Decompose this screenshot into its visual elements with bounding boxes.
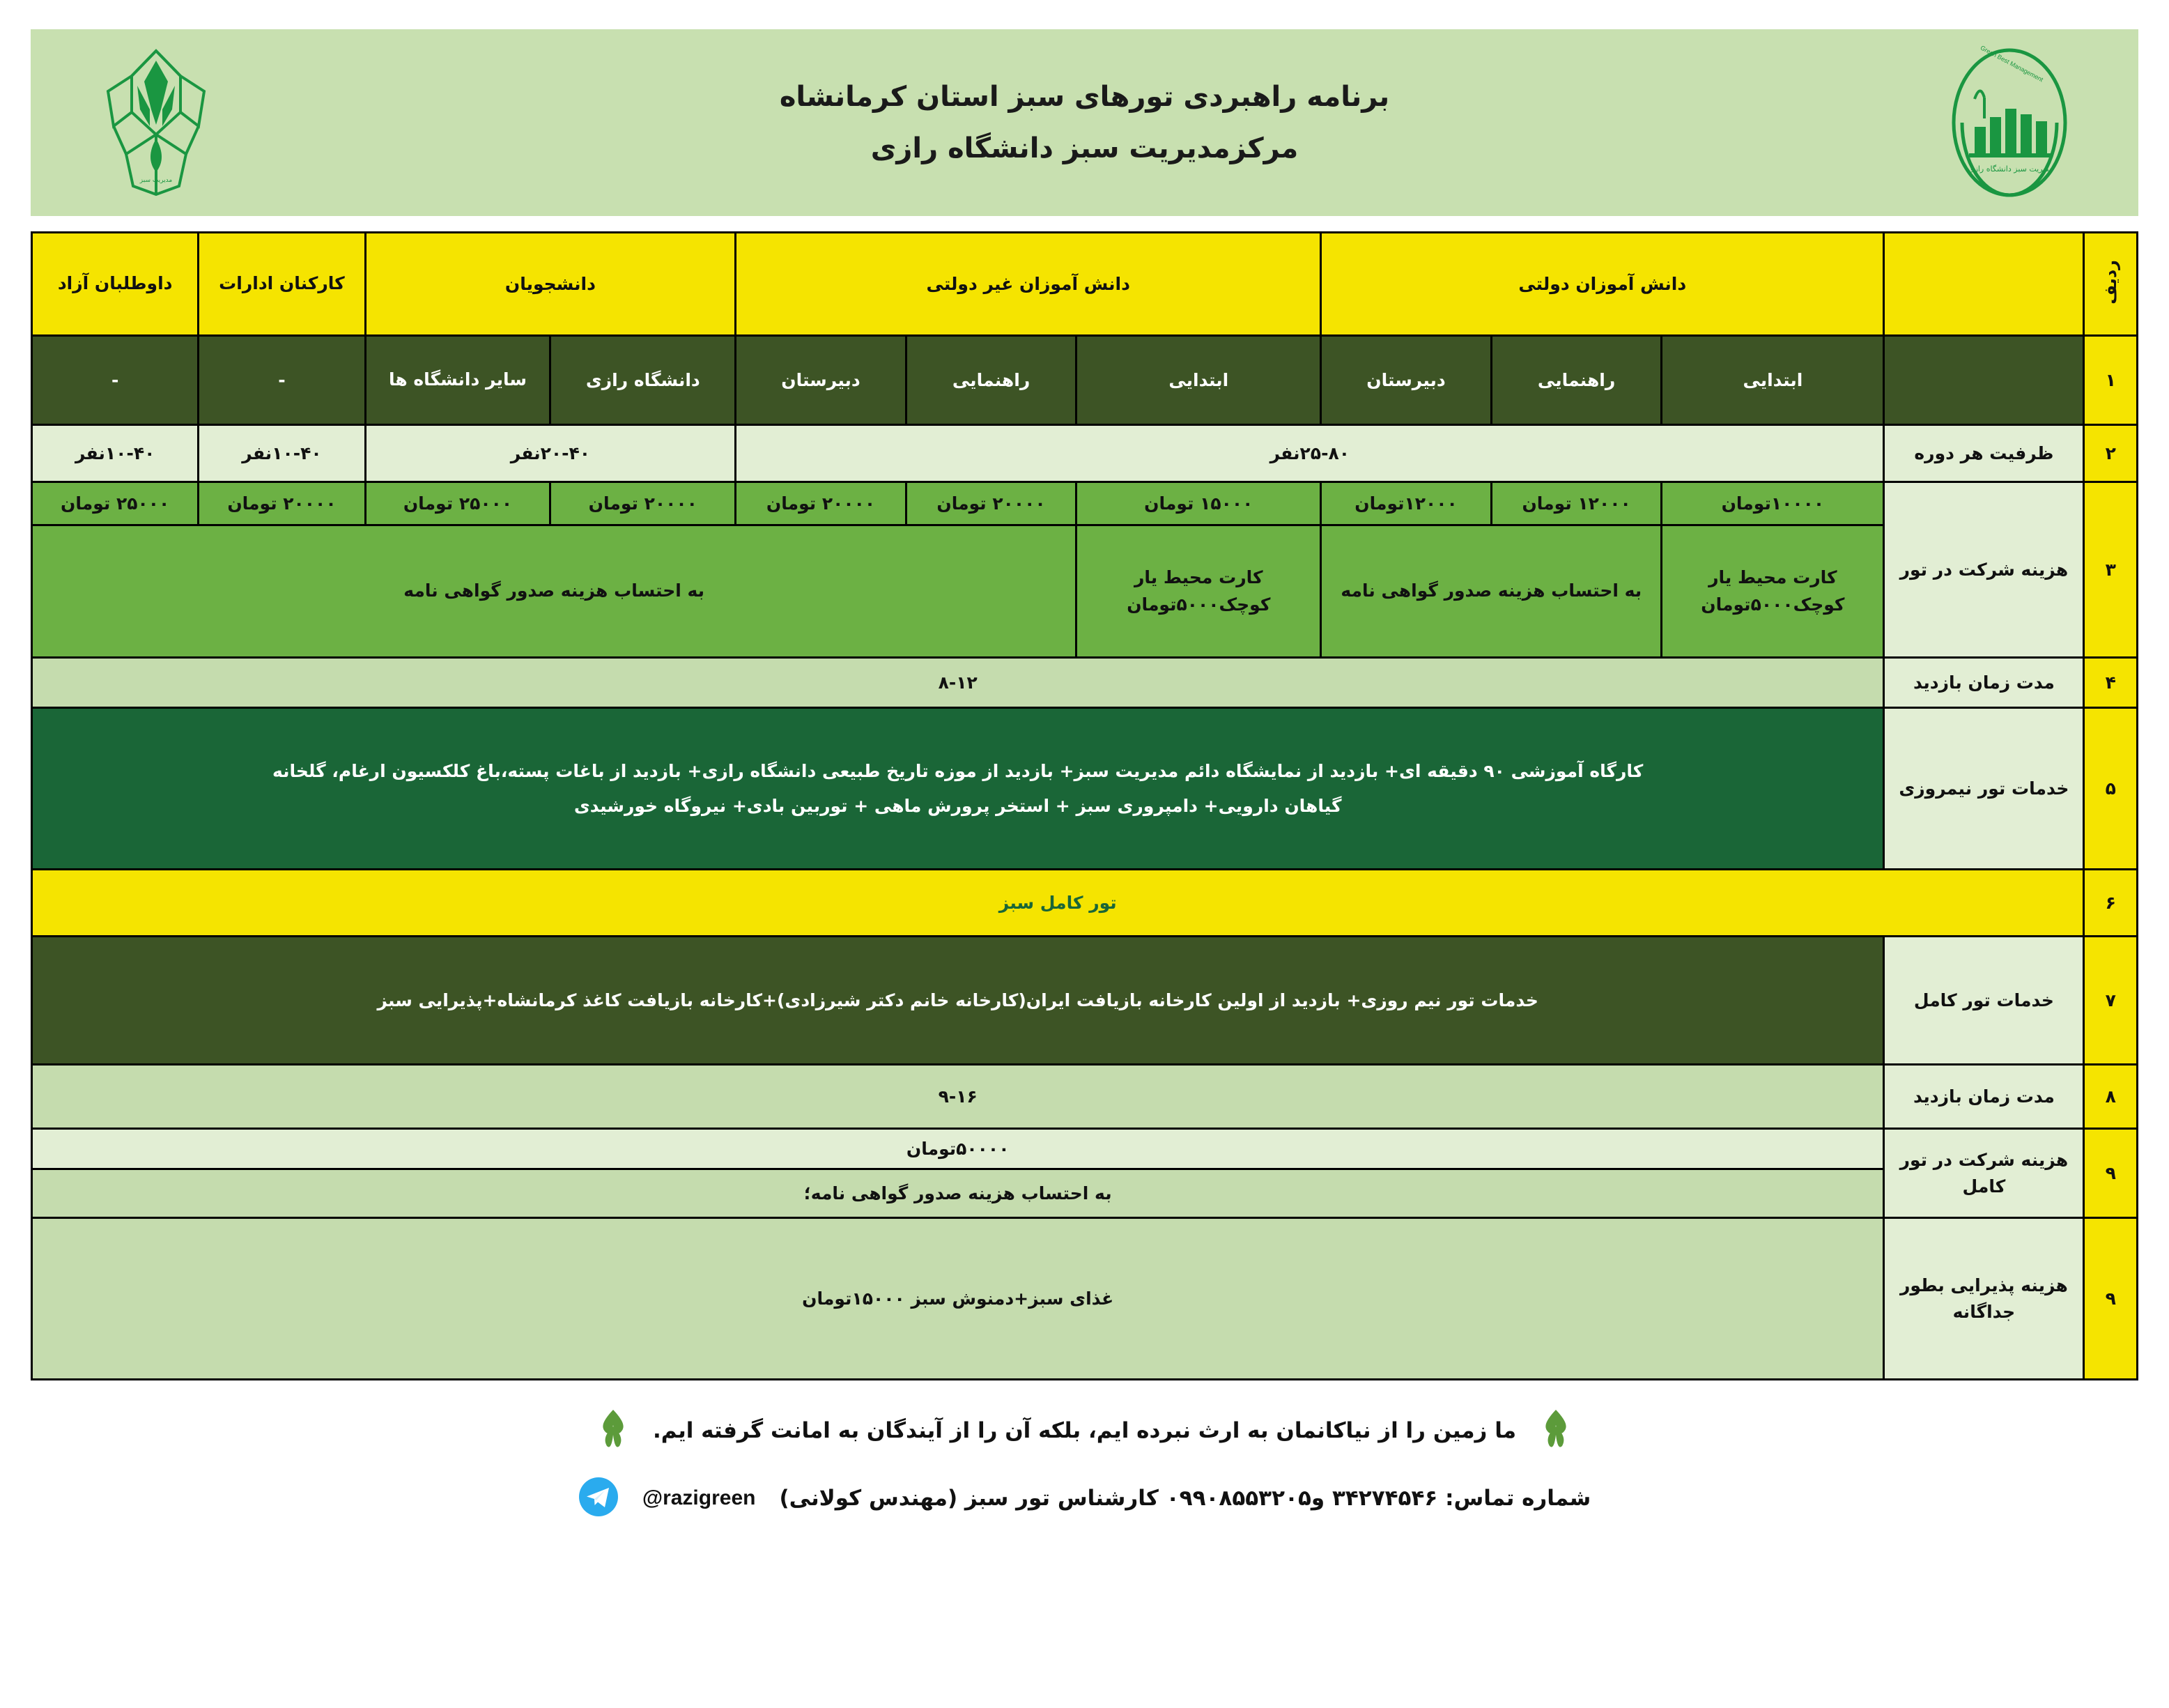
banner-title-line-2: مرکزمدیریت سبز دانشگاه رازی (870, 132, 1299, 164)
leaf-icon (597, 1408, 629, 1453)
cell-private-elementary: ابتدایی (1075, 334, 1322, 426)
row-label-reception-cost: هزینه پذیرایی بطور جداگانه (1883, 1217, 2085, 1380)
row-number-2: ۲ (2083, 424, 2138, 483)
price-private-high: ۲۰۰۰۰ تومان (734, 481, 907, 526)
table-row: ۵ خدمات تور نیمروزی کارگاه آموزشی ۹۰ دقی… (30, 707, 2138, 870)
row-number-7: ۷ (2083, 935, 2138, 1065)
note-remaining-groups: به احتساب هزینه صدور گواهی نامه (30, 524, 1078, 659)
cell-private-middle: راهنمایی (904, 334, 1078, 426)
row-label-full-tour-services: خدمات تور کامل (1883, 935, 2085, 1065)
row-label-capacity: ظرفیت هر دوره (1883, 424, 2085, 483)
green-management-emblem-logo: مدیریت سبز (72, 43, 240, 203)
note-public-elementary: کارت محیط یار کوچک۵۰۰۰تومان (1660, 524, 1885, 659)
banner-title-line-1: برنامه راهبردی تورهای سبز استان کرمانشاه (779, 81, 1390, 113)
row-label-full-tour-cost: هزینه شرکت در تور کامل (1883, 1128, 2085, 1219)
document-footer: ما زمین را از نیاکانمان به ارث نبرده ایم… (31, 1408, 2138, 1520)
row-label-participation-cost: هزینه شرکت در تور (1883, 481, 2085, 659)
leaf-icon (1540, 1408, 1572, 1453)
price-office-staff: ۲۰۰۰۰ تومان (197, 481, 366, 526)
cell-razi-university: دانشگاه رازی (549, 334, 737, 426)
price-private-middle: ۲۰۰۰۰ تومان (904, 481, 1078, 526)
svg-text:مدیریت سبز دانشگاه رازی: مدیریت سبز دانشگاه رازی (1968, 164, 2053, 174)
cell-full-tour-cost-value: ۵۰۰۰۰تومان (30, 1128, 1885, 1170)
table-row: ۹ هزینه شرکت در تور کامل ۵۰۰۰۰تومان (30, 1128, 2138, 1219)
cell-capacity-staff: ۱۰-۴۰نفر (197, 424, 366, 483)
cell-public-middle: راهنمایی (1490, 334, 1663, 426)
table-row: به احتساب هزینه صدور گواهی نامه؛ (30, 1168, 2138, 1219)
price-other-universities: ۲۵۰۰۰ تومان (364, 481, 552, 526)
telegram-icon[interactable] (578, 1477, 619, 1520)
cell-capacity-university: ۲۰-۴۰نفر (364, 424, 737, 483)
row-number-9-reception: ۹ (2083, 1217, 2138, 1380)
price-public-middle: ۱۲۰۰۰ تومان (1490, 481, 1663, 526)
table-row: ۶ تور کامل سبز (30, 868, 2138, 937)
cell-capacity-free: ۱۰-۴۰نفر (30, 424, 200, 483)
cell-full-tour-services: خدمات تور نیم روزی+ بازدید از اولین کارخ… (30, 935, 1885, 1065)
cell-public-high: دبیرستان (1320, 334, 1492, 426)
table-group-header-row: ردیف دانش آموزان دولتی دانش آموزان غیر د… (30, 231, 2138, 337)
table-row: ۷ خدمات تور کامل خدمات تور نیم روزی+ باز… (30, 935, 2138, 1065)
price-public-elementary: ۱۰۰۰۰تومان (1660, 481, 1885, 526)
row-number-6: ۶ (2083, 868, 2138, 937)
col-header-blank (1883, 231, 2085, 337)
cell-public-elementary: ابتدایی (1660, 334, 1885, 426)
green-management-razi-university-logo: Green Best Management مدیریت سبز دانشگاه… (1929, 43, 2097, 203)
price-free-volunteers: ۲۵۰۰۰ تومان (30, 481, 200, 526)
row-number-3: ۳ (2083, 481, 2138, 659)
table-row: ۹ هزینه پذیرایی بطور جداگانه غذای سبز+دم… (30, 1217, 2138, 1380)
cell-visit-duration-halfday: ۸-۱۲ (30, 656, 1885, 709)
col-header-private-students: دانش آموزان غیر دولتی (734, 231, 1322, 337)
row-number-1: ۱ (2083, 334, 2138, 426)
cell-private-high: دبیرستان (734, 334, 907, 426)
table-row: ۲ ظرفیت هر دوره ۲۵-۸۰نفر ۲۰-۴۰نفر ۱۰-۴۰ن… (30, 424, 2138, 483)
row-label-halfday-services: خدمات تور نیمروزی (1883, 707, 2085, 870)
cell-reception-cost: غذای سبز+دمنوش سبز ۱۵۰۰۰تومان (30, 1217, 1885, 1380)
banner-title-block: برنامه راهبردی تورهای سبز استان کرمانشاه… (240, 71, 1929, 174)
table-row: ۱ ابتدایی راهنمایی دبیرستان ابتدایی راهن… (30, 334, 2138, 426)
footer-contact-row: شماره تماس: ۳۴۲۷۴۵۴۶ و۰۹۹۰۸۵۵۳۲۰۵ کارشنا… (31, 1477, 2138, 1520)
header-banner: Green Best Management مدیریت سبز دانشگاه… (31, 29, 2138, 216)
row-label-1 (1883, 334, 2085, 426)
table-row: کارت محیط یار کوچک۵۰۰۰تومان به احتساب هز… (30, 524, 2138, 659)
col-header-public-students: دانش آموزان دولتی (1320, 231, 1885, 337)
table-row: ۳ هزینه شرکت در تور ۱۰۰۰۰تومان ۱۲۰۰۰ توم… (30, 481, 2138, 659)
col-header-free-volunteers: داوطلبان آزاد (30, 231, 200, 337)
cell-halfday-services: کارگاه آموزشی ۹۰ دقیقه ای+ بازدید از نما… (30, 707, 1885, 870)
col-header-radif: ردیف (2083, 231, 2138, 337)
footer-quote-text: ما زمین را از نیاکانمان به ارث نبرده ایم… (652, 1418, 1517, 1443)
cell-staff-dash: - (197, 334, 366, 426)
cell-free-dash: - (30, 334, 200, 426)
note-public-rest: به احتساب هزینه صدور گواهی نامه (1320, 524, 1663, 659)
row-number-9-cost: ۹ (2083, 1128, 2138, 1219)
row-number-8: ۸ (2083, 1063, 2138, 1130)
price-razi-university: ۲۰۰۰۰ تومان (549, 481, 737, 526)
tour-program-table: ردیف دانش آموزان دولتی دانش آموزان غیر د… (30, 231, 2138, 1380)
cell-full-tour-cost-note: به احتساب هزینه صدور گواهی نامه؛ (30, 1168, 1885, 1219)
cell-capacity-school: ۲۵-۸۰نفر (734, 424, 1885, 483)
cell-other-universities: سایر دانشگاه ها (364, 334, 552, 426)
row-number-4: ۴ (2083, 656, 2138, 709)
col-header-university-students: دانشجویان (364, 231, 737, 337)
price-public-high: ۱۲۰۰۰تومان (1320, 481, 1492, 526)
halfday-services-line-2: گیاهان دارویی+ دامپروری سبز + استخر پرور… (573, 795, 1342, 816)
col-header-office-staff: کارکنان ادارات (197, 231, 366, 337)
table-row: ۴ مدت زمان بازدید ۸-۱۲ (30, 656, 2138, 709)
note-private-elementary: کارت محیط یار کوچک۵۰۰۰تومان (1075, 524, 1322, 659)
footer-contact-text: شماره تماس: ۳۴۲۷۴۵۴۶ و۰۹۹۰۸۵۵۳۲۰۵ کارشنا… (779, 1486, 1591, 1511)
cell-full-green-tour-title: تور کامل سبز (30, 868, 2085, 937)
cell-full-tour-duration: ۹-۱۶ (30, 1063, 1885, 1130)
halfday-services-line-1: کارگاه آموزشی ۹۰ دقیقه ای+ بازدید از نما… (272, 760, 1644, 781)
row-label-visit-duration: مدت زمان بازدید (1883, 656, 2085, 709)
row-label-full-tour-duration: مدت زمان بازدید (1883, 1063, 2085, 1130)
table-row: ۸ مدت زمان بازدید ۹-۱۶ (30, 1063, 2138, 1130)
svg-text:مدیریت سبز: مدیریت سبز (139, 177, 173, 184)
tour-program-table-wrapper: ردیف دانش آموزان دولتی دانش آموزان غیر د… (30, 231, 2138, 1380)
telegram-handle[interactable]: @razigreen (642, 1486, 756, 1509)
price-private-elementary: ۱۵۰۰۰ تومان (1075, 481, 1322, 526)
footer-quote-row: ما زمین را از نیاکانمان به ارث نبرده ایم… (31, 1408, 2138, 1453)
document-page: Green Best Management مدیریت سبز دانشگاه… (0, 29, 2169, 1708)
row-number-5: ۵ (2083, 707, 2138, 870)
